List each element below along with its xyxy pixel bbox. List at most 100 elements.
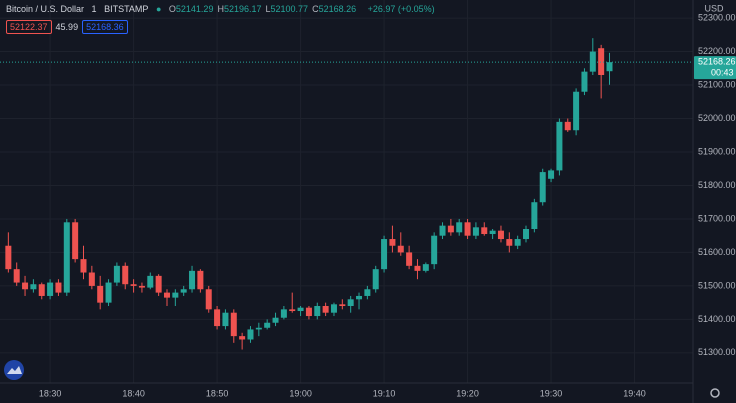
x-tick-label: 18:50 <box>206 388 229 398</box>
candle-body <box>239 336 246 340</box>
x-tick-label: 18:30 <box>39 388 62 398</box>
candle-body <box>606 62 613 72</box>
candle-body <box>47 282 54 296</box>
status-dot: ● <box>155 4 162 14</box>
candle-body <box>472 227 479 236</box>
candle-body <box>456 222 463 233</box>
y-tick-label: 52000.00 <box>698 113 736 123</box>
candle-body <box>280 309 287 318</box>
spread: 45.99 <box>55 22 79 32</box>
settings-icon[interactable] <box>710 388 720 398</box>
candle-body <box>489 230 496 235</box>
y-tick-label: 51900.00 <box>698 146 736 156</box>
ohlc-label: C <box>312 4 319 14</box>
ohlc-label: L <box>265 4 271 14</box>
ohlc-label: H <box>217 4 224 14</box>
candle-body <box>556 121 563 171</box>
candle-body <box>581 71 588 92</box>
candle-body <box>105 282 112 303</box>
candle-body <box>138 285 145 288</box>
x-tick-label: 19:30 <box>540 388 563 398</box>
candle-body <box>297 307 304 312</box>
symbol[interactable]: Bitcoin / U.S. Dollar <box>6 4 85 14</box>
candle-body <box>573 91 580 131</box>
candle-body <box>214 309 221 327</box>
ohlc-value: 52100.77 <box>270 4 309 14</box>
x-tick-label: 19:20 <box>456 388 479 398</box>
candle-body <box>222 312 229 327</box>
candle-body <box>272 317 279 323</box>
candle-body <box>464 222 471 236</box>
y-tick-label: 51500.00 <box>698 280 736 290</box>
candle-body <box>289 309 296 312</box>
y-tick-label: 51600.00 <box>698 247 736 257</box>
candle-body <box>38 284 45 296</box>
candle-body <box>514 239 521 246</box>
candle-body <box>497 230 504 240</box>
candle-body <box>322 305 329 313</box>
candle-body <box>30 284 37 290</box>
axis-unit: USD <box>704 3 724 13</box>
candle-body <box>88 272 95 286</box>
candle-body <box>414 265 421 271</box>
candle-body <box>330 304 337 313</box>
candle-body <box>539 172 546 203</box>
y-tick-label: 52200.00 <box>698 46 736 56</box>
candle-body <box>197 270 204 290</box>
last-price-label: 52168.26 <box>698 57 736 67</box>
candle-body <box>356 295 363 300</box>
candle-body <box>5 245 12 270</box>
candle-body <box>13 269 20 283</box>
candle-body <box>80 259 87 273</box>
candle-body <box>130 284 137 286</box>
candle-body <box>314 305 321 317</box>
candle-body <box>97 285 104 303</box>
y-tick-label: 52300.00 <box>698 12 736 22</box>
candle-body <box>481 227 488 235</box>
candle-body <box>422 264 429 271</box>
exchange: BITSTAMP <box>104 4 149 14</box>
x-tick-label: 19:00 <box>289 388 312 398</box>
candle-body <box>589 51 596 72</box>
trade-boxes: 52122.37 45.99 52168.36 <box>6 20 128 34</box>
buy-price[interactable]: 52168.36 <box>82 20 128 34</box>
candle-body <box>523 228 530 240</box>
ohlc-label: O <box>168 4 176 14</box>
candle-body <box>155 275 162 293</box>
x-tick-label: 18:40 <box>122 388 145 398</box>
candle-body <box>247 329 254 340</box>
candle-body <box>381 239 388 270</box>
candle-body <box>439 225 446 236</box>
candle-body <box>548 170 555 179</box>
candle-body <box>63 222 70 293</box>
candle-body <box>147 275 154 288</box>
candle-body <box>531 202 538 229</box>
candle-body <box>339 304 346 306</box>
candle-body <box>72 222 79 260</box>
candle-body <box>406 252 413 266</box>
y-tick-label: 51300.00 <box>698 347 736 357</box>
x-tick-label: 19:10 <box>373 388 396 398</box>
interval[interactable]: 1 <box>91 4 97 14</box>
logo[interactable] <box>4 360 24 380</box>
candle-body <box>122 265 129 285</box>
last-price-box <box>694 56 736 80</box>
candle-body <box>189 270 196 290</box>
y-tick-label: 51800.00 <box>698 180 736 190</box>
change: +26.97 (+0.05%) <box>367 4 435 14</box>
candle-body <box>347 299 354 306</box>
sell-price[interactable]: 52122.37 <box>6 20 52 34</box>
candle-body <box>364 289 371 296</box>
candle-body <box>255 327 262 330</box>
ohlc-value: 52168.26 <box>318 4 357 14</box>
candle-body <box>506 239 513 246</box>
y-tick-label: 51700.00 <box>698 213 736 223</box>
candle-body <box>205 289 212 310</box>
candle-body <box>389 239 396 246</box>
candle-body <box>431 235 438 265</box>
candle-body <box>113 265 120 283</box>
x-tick-label: 19:40 <box>623 388 646 398</box>
candle-body <box>397 245 404 253</box>
